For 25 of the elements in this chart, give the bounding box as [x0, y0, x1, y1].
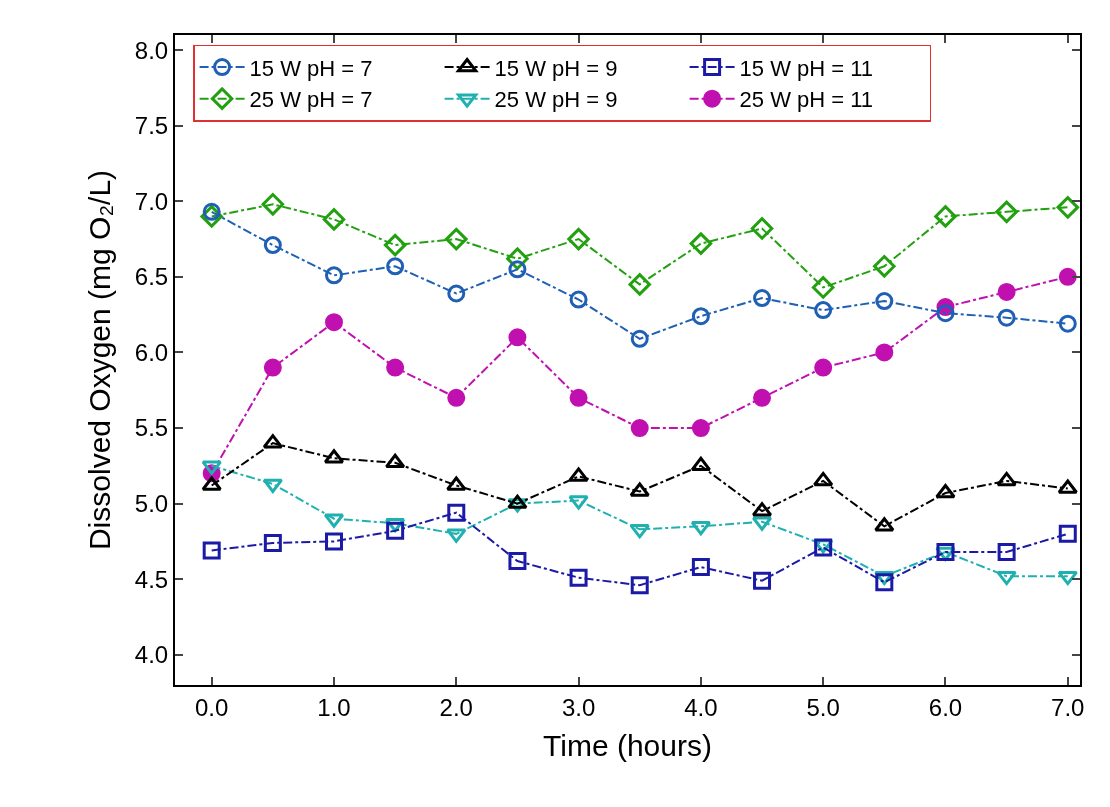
x-tick-label: 5.0: [806, 693, 840, 721]
legend-label: 15 W pH = 7: [249, 55, 373, 81]
legend-label: 25 W pH = 11: [739, 87, 874, 113]
x-tick-label: 2.0: [439, 693, 473, 721]
y-tick-label: 6.0: [134, 338, 169, 366]
y-tick-label: 5.0: [134, 490, 169, 517]
y-axis-title: Dissolved Oxygen (mg O₂/L): [83, 169, 117, 551]
legend-label: 15 W pH = 11: [739, 55, 874, 81]
y-tick-label: 5.5: [134, 414, 169, 442]
y-tick-label: 7.0: [134, 187, 169, 215]
x-tick-label: 7.0: [1051, 693, 1085, 721]
y-tick-label: 6.5: [134, 263, 169, 291]
y-tick-label: 7.5: [134, 112, 169, 140]
x-tick-label: 0.0: [195, 693, 229, 721]
legend-label: 25 W pH = 9: [494, 87, 618, 113]
legend-label: 15 W pH = 9: [494, 55, 618, 81]
x-tick-label: 4.0: [684, 693, 718, 721]
y-tick-label: 4.0: [134, 641, 169, 669]
x-tick-label: 6.0: [928, 693, 963, 721]
y-tick-label: 8.0: [134, 36, 169, 64]
x-axis-title: Time (hours): [543, 728, 712, 762]
x-tick-label: 3.0: [561, 693, 596, 721]
y-tick-label: 4.5: [134, 565, 169, 593]
legend-label: 25 W pH = 7: [249, 87, 373, 113]
x-tick-label: 1.0: [317, 693, 351, 721]
